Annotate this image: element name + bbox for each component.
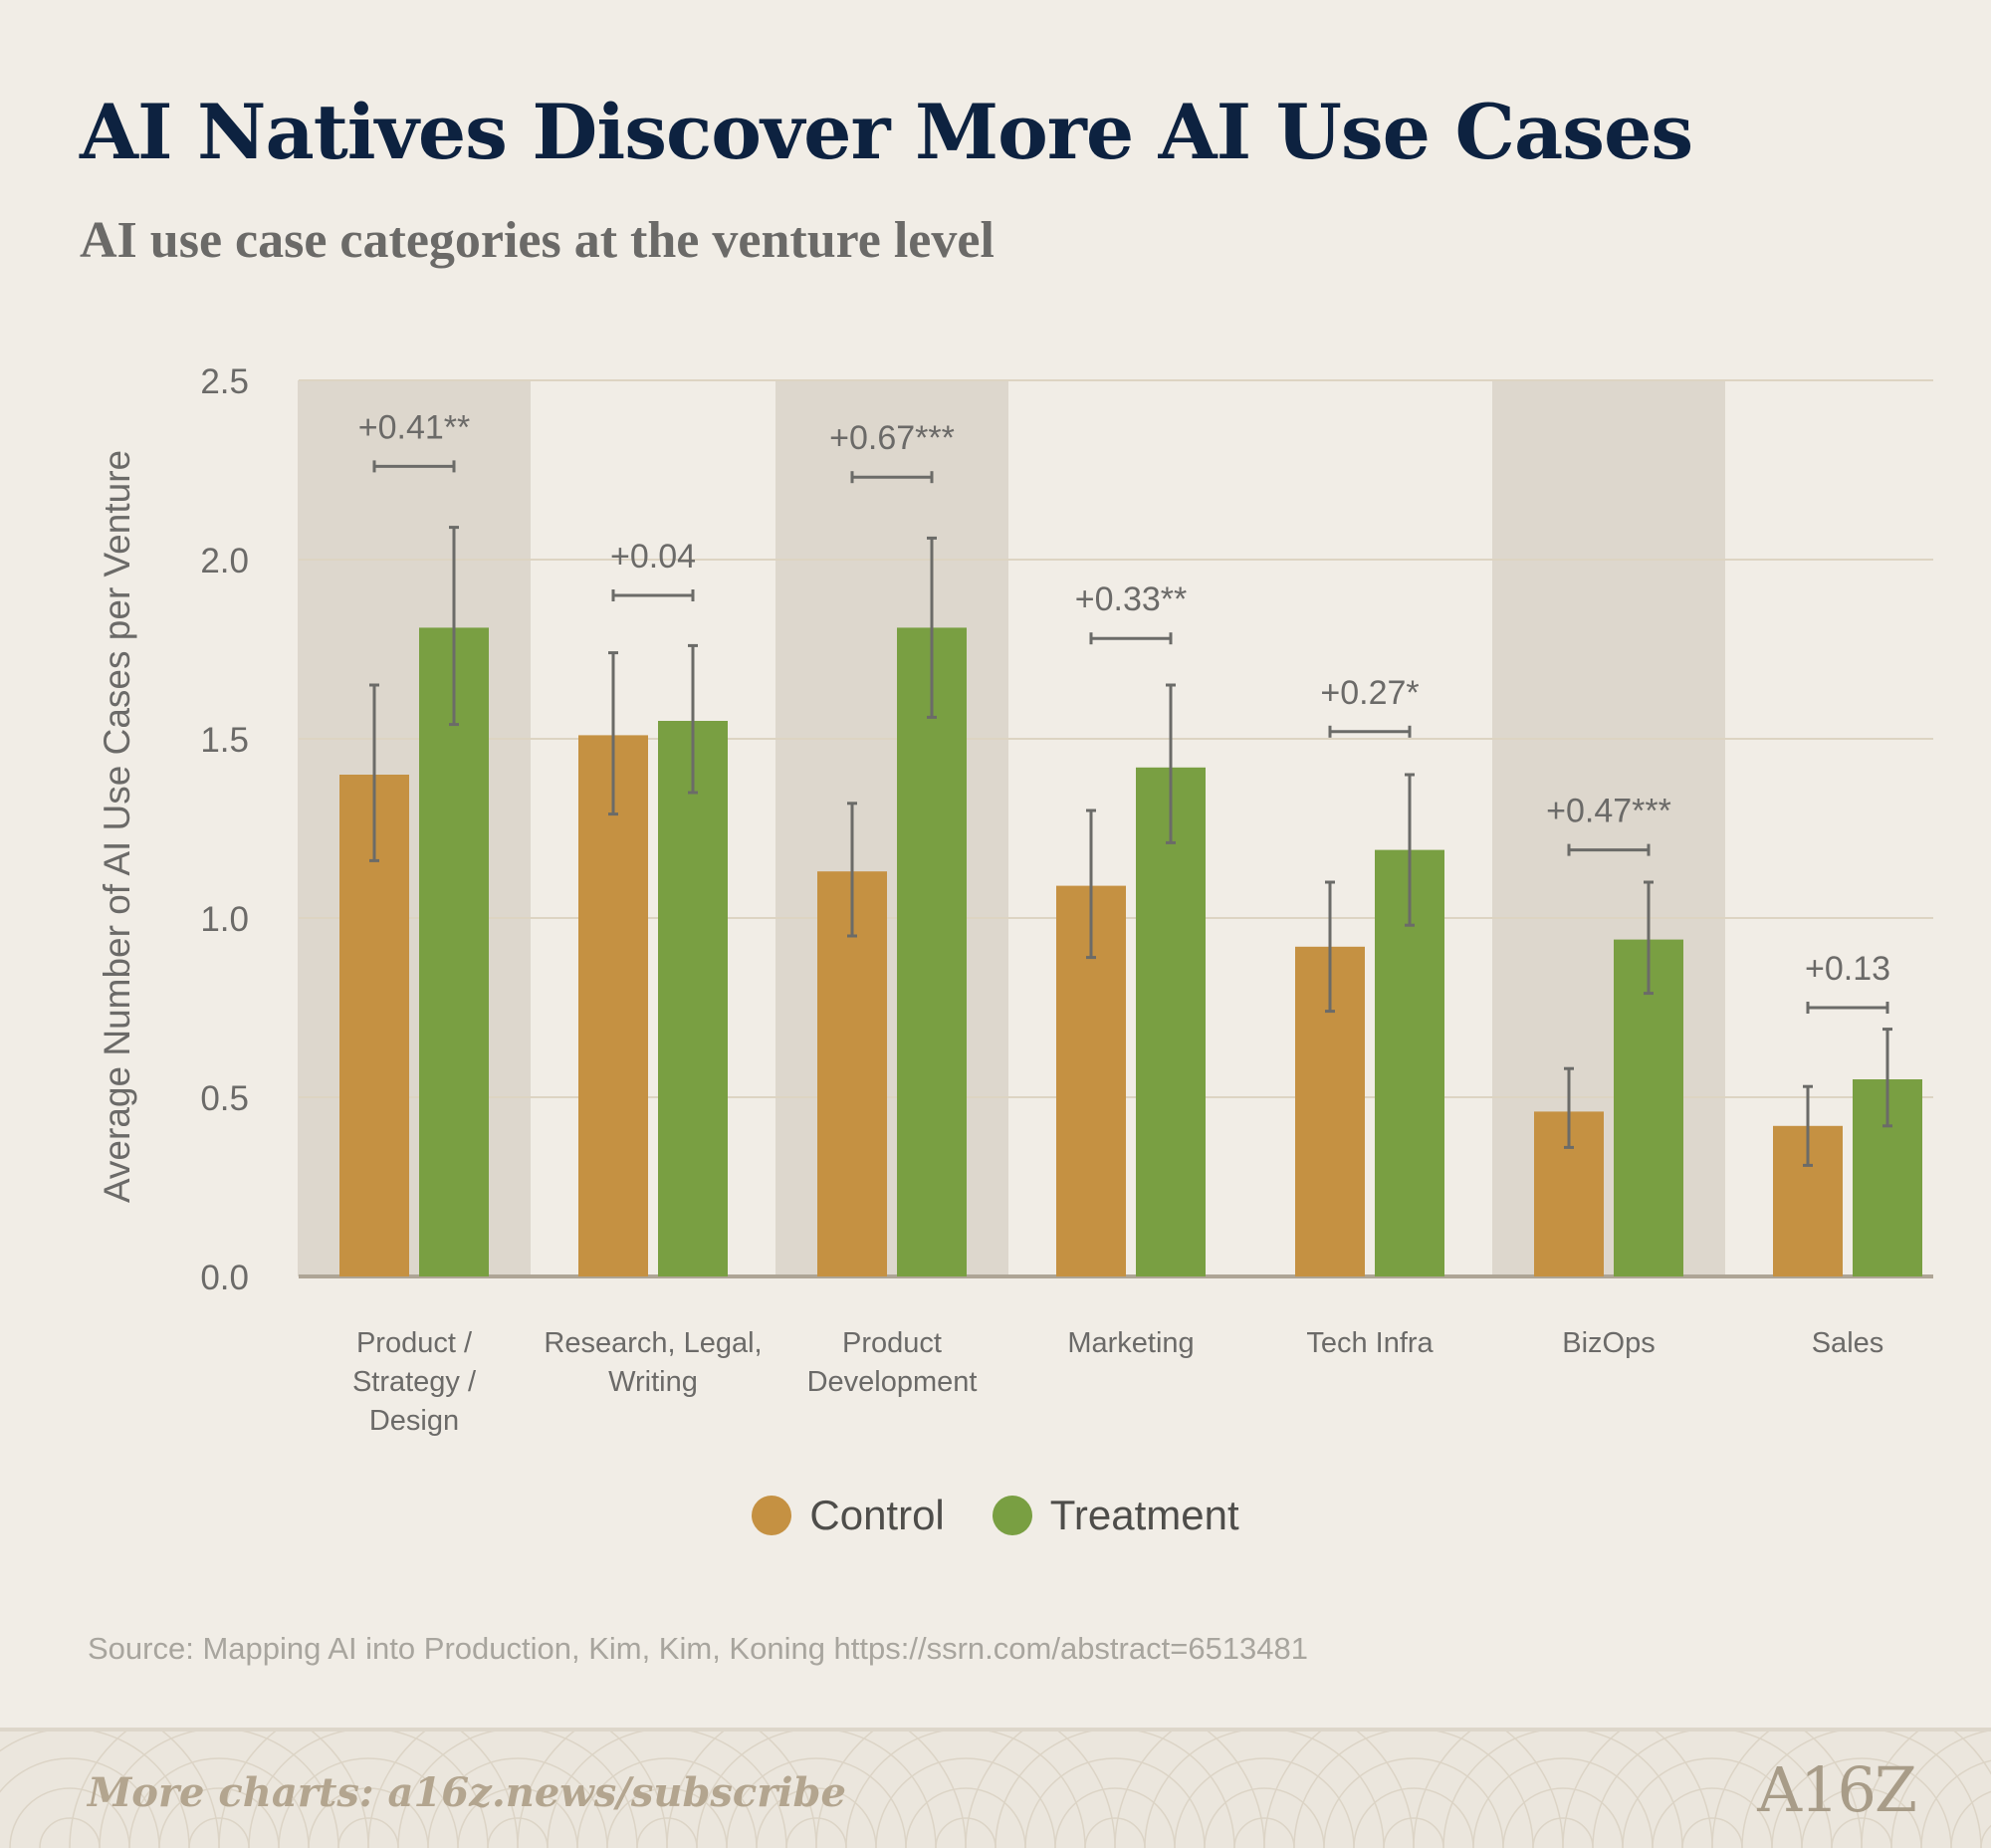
error-bars bbox=[369, 526, 1892, 1167]
bar-control bbox=[817, 871, 887, 1276]
legend-item-treatment: Treatment bbox=[992, 1492, 1239, 1539]
bar-chart: 0.00.51.01.52.02.5 +0.41**+0.04+0.67***+… bbox=[97, 362, 1933, 1437]
legend: Control Treatment bbox=[0, 1492, 1991, 1539]
x-axis-labels: Product / Strategy / Design Research, Legal… bbox=[352, 1327, 1883, 1437]
source-note: Source: Mapping AI into Production, Kim,… bbox=[88, 1631, 1309, 1666]
difference-annotation: +0.33** bbox=[1075, 580, 1188, 618]
x-tick-label: Marketing bbox=[1067, 1327, 1194, 1359]
legend-label-treatment: Treatment bbox=[1049, 1492, 1239, 1538]
x-tick-label: Product / Strategy / Design bbox=[352, 1327, 477, 1437]
difference-annotation: +0.27* bbox=[1320, 674, 1419, 712]
y-tick-label: 0.0 bbox=[200, 1259, 249, 1297]
y-tick-label: 0.5 bbox=[200, 1079, 249, 1118]
y-tick-label: 1.5 bbox=[200, 721, 249, 760]
legend-swatch-control bbox=[752, 1496, 792, 1535]
legend-swatch-treatment bbox=[992, 1496, 1032, 1535]
category-band bbox=[298, 380, 531, 1276]
x-tick-label: Product Development bbox=[807, 1327, 978, 1398]
difference-annotation: +0.67*** bbox=[829, 419, 955, 457]
footer-pattern bbox=[0, 1732, 1991, 1848]
y-tick-label: 2.0 bbox=[200, 542, 249, 580]
category-band bbox=[775, 380, 1008, 1276]
y-tick-label: 1.0 bbox=[200, 900, 249, 939]
x-tick-label: Research, Legal, Writing bbox=[544, 1327, 762, 1398]
difference-annotation: +0.13 bbox=[1805, 950, 1890, 988]
bar-treatment bbox=[419, 627, 489, 1276]
x-tick-label: BizOps bbox=[1562, 1327, 1655, 1359]
legend-label-control: Control bbox=[809, 1492, 945, 1538]
chart-subtitle: AI use case categories at the venture le… bbox=[80, 212, 995, 269]
y-axis-ticks: 0.0 0.5 1.0 1.5 2.0 2.5 bbox=[200, 362, 249, 1297]
subscribe-link[interactable]: More charts: a16z.news/subscribe bbox=[88, 1769, 846, 1816]
difference-annotation: +0.47*** bbox=[1546, 793, 1671, 830]
difference-annotations: +0.41** +0.04 +0.67*** +0.33** +0.27* +0.47**… bbox=[358, 408, 1890, 1014]
difference-annotation: +0.41** bbox=[358, 408, 471, 446]
category-band bbox=[1492, 380, 1725, 1276]
legend-item-control: Control bbox=[752, 1492, 945, 1539]
y-tick-label: 2.5 bbox=[200, 362, 249, 401]
bar-treatment bbox=[658, 721, 728, 1276]
x-tick-label: Tech Infra bbox=[1306, 1327, 1434, 1359]
a16z-logo: A16Z bbox=[1757, 1753, 1917, 1826]
category-bands bbox=[298, 380, 1725, 1276]
bar-control bbox=[578, 735, 648, 1276]
bar-treatment bbox=[897, 627, 967, 1276]
difference-annotation: +0.04 bbox=[610, 538, 696, 576]
bars bbox=[339, 627, 1922, 1276]
y-axis-label: Average Number of AI Use Cases per Ventu… bbox=[97, 450, 137, 1203]
footer-banner: More charts: a16z.news/subscribe A16Z bbox=[0, 1728, 1991, 1848]
bar-treatment bbox=[1136, 767, 1206, 1276]
x-tick-label: Sales bbox=[1812, 1327, 1884, 1359]
chart-title: AI Natives Discover More AI Use Cases bbox=[80, 88, 1693, 176]
bar-treatment bbox=[1614, 939, 1683, 1276]
